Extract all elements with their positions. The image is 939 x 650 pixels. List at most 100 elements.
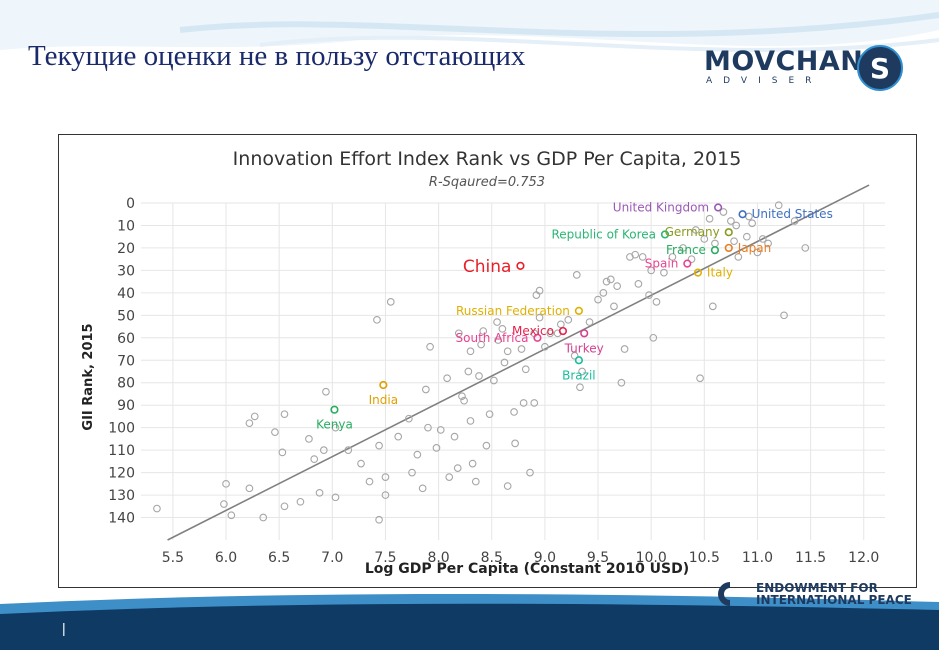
highlighted-point <box>580 329 589 338</box>
data-point <box>668 253 677 261</box>
y-tick-label: 100 <box>108 421 135 437</box>
highlighted-point <box>693 268 703 277</box>
data-point <box>708 302 717 311</box>
data-point <box>617 378 626 387</box>
y-tick-label: 30 <box>117 263 135 279</box>
data-point <box>530 399 539 407</box>
x-tick-label: 6.5 <box>268 550 290 566</box>
data-point <box>227 511 236 520</box>
data-point <box>687 255 696 264</box>
point-label: Mexico <box>512 324 554 338</box>
movchan-logo: MOVCHAN ADVISER S <box>700 42 910 92</box>
y-tick-label: 80 <box>117 376 135 392</box>
point-label: Italy <box>707 266 733 280</box>
data-point <box>711 239 719 248</box>
data-point <box>719 208 728 216</box>
y-tick-label: 70 <box>117 353 135 369</box>
x-tick-label: 7.5 <box>374 550 396 566</box>
scatter-chart: United Kingdom United States Germany Republ… <box>81 148 885 577</box>
data-point <box>500 358 509 367</box>
point-label: Spain <box>645 257 679 271</box>
data-point <box>250 412 259 421</box>
data-point <box>375 515 383 524</box>
data-point <box>606 275 615 284</box>
highlighted-point <box>516 261 525 271</box>
data-point <box>546 329 555 338</box>
x-tick-label: 11.5 <box>795 550 826 566</box>
grid <box>141 202 885 540</box>
chart-title: Innovation Effort Index Rank vs GDP Per … <box>233 148 742 170</box>
data-point <box>245 484 254 493</box>
data-point <box>780 311 788 320</box>
y-tick-label: 140 <box>108 511 135 527</box>
data-point <box>535 286 544 295</box>
data-point <box>381 473 390 481</box>
data-point <box>613 282 622 290</box>
data-point <box>460 396 468 405</box>
data-point <box>381 491 390 499</box>
chart-frame: United Kingdom United States Germany Republ… <box>58 134 917 588</box>
data-point <box>535 313 544 322</box>
data-point <box>458 392 466 401</box>
x-tick-label: 10.5 <box>689 550 720 566</box>
point-label: Republic of Korea <box>551 227 656 241</box>
data-point <box>660 268 668 277</box>
highlighted-point <box>379 380 388 390</box>
data-point <box>319 446 328 454</box>
logo-s-mark-icon: S <box>857 45 903 91</box>
slide-title: Текущие оценки не в пользу отстающих <box>28 40 526 72</box>
highlighted-point <box>724 228 733 237</box>
y-tick-label: 10 <box>117 218 135 234</box>
logo-wordmark: MOVCHAN <box>704 46 864 77</box>
point-label: Turkey <box>564 341 604 355</box>
data-point <box>464 367 473 376</box>
data-point <box>753 248 762 257</box>
data-point <box>498 324 507 333</box>
data-point <box>466 417 475 425</box>
x-tick-label: 11.0 <box>742 550 773 566</box>
data-point <box>344 446 353 454</box>
data-point <box>503 347 512 356</box>
point-label: Japan <box>737 241 771 255</box>
data-point <box>493 318 501 326</box>
data-point <box>220 500 228 508</box>
trend-layer <box>167 184 870 541</box>
data-point <box>280 410 289 419</box>
data-point <box>679 244 687 252</box>
point-label: South Africa <box>456 331 529 345</box>
y-tick-label: 0 <box>126 196 135 212</box>
data-point <box>801 244 810 252</box>
data-point <box>421 385 430 394</box>
data-point <box>477 340 485 349</box>
data-point <box>426 342 434 351</box>
data-point <box>280 502 289 511</box>
data-point <box>394 432 403 441</box>
data-point <box>278 448 287 457</box>
data-point <box>445 473 454 481</box>
chart-subtitle: R-Sqaured=0.753 <box>429 175 545 190</box>
point-label: Germany <box>665 225 720 239</box>
data-point <box>620 345 629 353</box>
x-axis-label: Log GDP Per Capita (Constant 2010 USD) <box>365 561 689 577</box>
data-point <box>222 479 230 488</box>
data-point <box>691 226 700 234</box>
carnegie-mark-icon <box>718 582 730 606</box>
data-point <box>386 298 395 306</box>
data-point <box>519 399 528 407</box>
highlighted-point <box>710 246 720 255</box>
x-tick-label: 8.5 <box>481 550 503 566</box>
y-tick-label: 50 <box>117 308 135 324</box>
data-point <box>322 387 330 396</box>
x-tick-label: 5.5 <box>162 550 184 566</box>
data-point <box>315 488 324 497</box>
data-point <box>331 423 340 432</box>
axes-layer: 5.5 6.0 6.5 7.0 7.5 8.0 8.5 9.0 9.5 10.0 10.5 11.0 1… <box>108 196 879 566</box>
endowment-line-1: ENDOWMENT FOR <box>756 581 878 595</box>
data-point <box>494 336 502 344</box>
logo-mark-letter: S <box>870 52 890 85</box>
y-tick-label: 90 <box>117 398 135 414</box>
data-point <box>610 302 618 311</box>
data-point <box>602 277 611 286</box>
data-point <box>511 439 519 448</box>
data-point <box>649 333 658 342</box>
